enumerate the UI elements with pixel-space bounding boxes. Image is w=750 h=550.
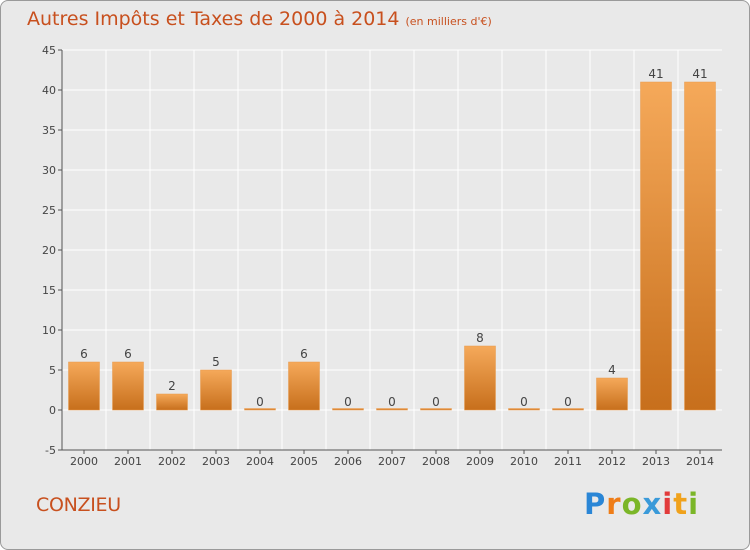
bar [552, 408, 584, 411]
x-tick-label: 2001 [114, 455, 142, 468]
logo-letter: o [621, 487, 643, 521]
chart-title-text: Autres Impôts et Taxes de 2000 à 2014 [27, 8, 400, 30]
y-tick-label: 0 [49, 404, 56, 417]
y-tick-label: 10 [42, 324, 56, 337]
logo-letter: i [662, 487, 674, 521]
y-tick-label: 15 [42, 284, 56, 297]
x-tick-label: 2008 [422, 455, 450, 468]
bar-value-label: 0 [432, 395, 440, 409]
bar [112, 361, 144, 411]
x-tick-label: 2010 [510, 455, 538, 468]
tick-labels: -505101520253035404562000620012200252003… [42, 44, 714, 468]
logo-letter: i [688, 487, 700, 521]
bar-value-label: 4 [608, 363, 616, 377]
x-tick-label: 2011 [554, 455, 582, 468]
x-tick-label: 2012 [598, 455, 626, 468]
bar [684, 81, 716, 411]
bar-value-label: 0 [256, 395, 264, 409]
bar-value-label: 5 [212, 355, 220, 369]
bar-value-label: 8 [476, 331, 484, 345]
bar [332, 408, 364, 411]
x-tick-label: 2014 [686, 455, 714, 468]
x-tick-label: 2000 [70, 455, 98, 468]
bar [596, 377, 628, 411]
x-tick-label: 2006 [334, 455, 362, 468]
axes [58, 49, 722, 454]
chart-title: Autres Impôts et Taxes de 2000 à 2014 (en… [27, 8, 492, 30]
bar-value-label: 6 [300, 347, 308, 361]
logo-letter: x [642, 487, 663, 521]
logo-letter: r [606, 487, 622, 521]
bar [156, 393, 188, 411]
bar [640, 81, 672, 411]
bar-value-label: 0 [344, 395, 352, 409]
bar-value-label: 41 [692, 67, 707, 81]
x-tick-label: 2005 [290, 455, 318, 468]
bar-value-label: 0 [520, 395, 528, 409]
bar [508, 408, 540, 411]
bar [200, 369, 232, 411]
x-tick-label: 2009 [466, 455, 494, 468]
bar-value-label: 41 [648, 67, 663, 81]
bar-value-label: 2 [168, 379, 176, 393]
x-tick-label: 2003 [202, 455, 230, 468]
y-tick-label: 25 [42, 204, 56, 217]
chart-unit: (en milliers d'€) [405, 15, 492, 28]
bar [68, 361, 100, 411]
bar [464, 345, 496, 411]
y-tick-label: 5 [49, 364, 56, 377]
bar [288, 361, 320, 411]
x-tick-label: 2007 [378, 455, 406, 468]
bar-value-label: 0 [564, 395, 572, 409]
bar [244, 408, 276, 411]
x-tick-label: 2004 [246, 455, 274, 468]
y-tick-label: 35 [42, 124, 56, 137]
y-tick-label: 20 [42, 244, 56, 257]
bar-value-label: 0 [388, 395, 396, 409]
y-tick-label: 30 [42, 164, 56, 177]
y-tick-label: -5 [45, 444, 56, 457]
bar [420, 408, 452, 411]
bar [376, 408, 408, 411]
city-name: CONZIEU [36, 494, 121, 516]
bars [68, 81, 716, 411]
y-tick-label: 45 [42, 44, 56, 57]
bar-value-label: 6 [80, 347, 88, 361]
x-tick-label: 2013 [642, 455, 670, 468]
logo-letter: P [584, 487, 607, 521]
bar-value-label: 6 [124, 347, 132, 361]
y-tick-label: 40 [42, 84, 56, 97]
proxiti-logo: Proxiti [584, 487, 699, 521]
logo-letter: t [673, 487, 689, 521]
x-tick-label: 2002 [158, 455, 186, 468]
